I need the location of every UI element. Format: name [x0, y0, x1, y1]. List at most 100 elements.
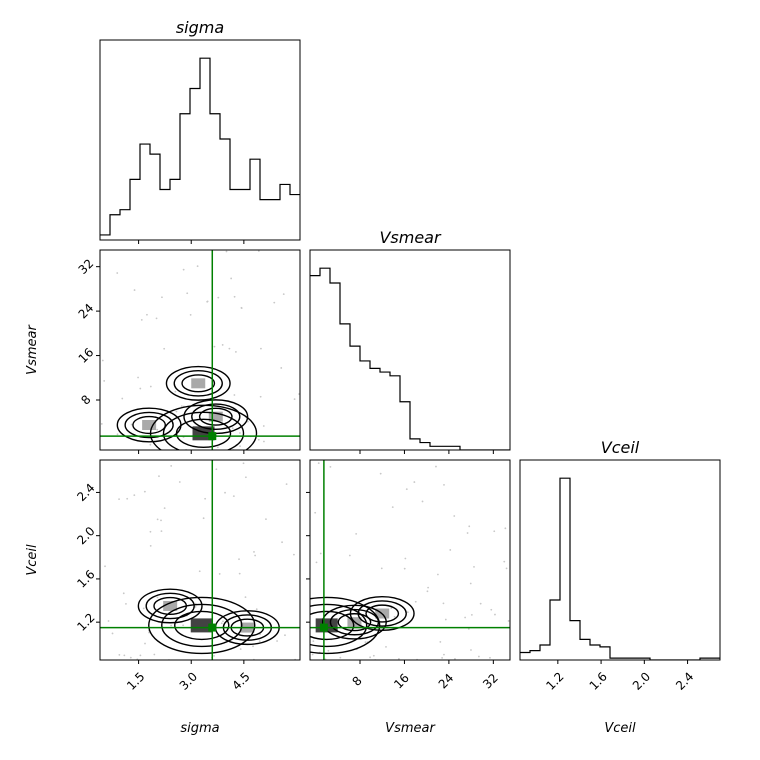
scatter-point: [170, 465, 173, 467]
scatter-point: [282, 293, 285, 295]
contour-line: [165, 365, 231, 401]
panel-frame: [99, 459, 301, 661]
scatter-point: [196, 265, 199, 268]
contour-line: [310, 603, 368, 648]
panel-frame: [99, 39, 301, 241]
panel-Vsmear-Vsmear: [309, 249, 511, 454]
scatter-point: [202, 517, 205, 520]
contour-line: [124, 411, 174, 439]
scatter-point: [101, 359, 104, 362]
scatter-point: [233, 295, 236, 298]
scatter-point: [470, 613, 473, 616]
contour-line: [191, 403, 241, 430]
panel-Vsmear-Vceil: 8 16 24 32: [306, 459, 511, 692]
scatter-point: [139, 654, 142, 657]
panel-frame: [309, 459, 511, 661]
panel-frame: [309, 249, 511, 451]
scatter-point: [443, 653, 445, 656]
scatter-point: [494, 613, 496, 616]
scatter-point: [468, 525, 471, 528]
scatter-point: [215, 468, 218, 471]
scatter-point: [116, 272, 119, 274]
y-tick-label-Vceil: 2.0: [74, 524, 97, 547]
title-Vsmear: Vsmear: [379, 228, 442, 247]
x-tick-label-Vceil: 2.4: [673, 669, 696, 692]
scatter-point: [467, 627, 470, 630]
scatter-point: [139, 387, 142, 390]
density-cell: [191, 378, 206, 389]
scatter-point: [230, 277, 233, 280]
contour-line: [145, 592, 195, 620]
title-Vceil: Vceil: [601, 438, 640, 457]
scatter-point: [327, 649, 330, 652]
scatter-point: [441, 657, 444, 659]
scatter-point: [182, 624, 185, 627]
scatter-point: [505, 567, 508, 570]
x-tick-label-Vsmear: 16: [391, 671, 412, 692]
scatter-point: [206, 300, 209, 303]
density-cell: [142, 420, 157, 430]
scatter-point: [133, 289, 136, 291]
scatter-point: [489, 656, 491, 659]
scatter-point: [232, 495, 235, 498]
scatter-point: [391, 506, 394, 508]
contour-line: [337, 613, 372, 632]
scatter-point: [116, 433, 119, 436]
scatter-point: [329, 465, 332, 468]
scatter-point: [217, 296, 220, 299]
scatter-point: [144, 642, 146, 645]
scatter-point: [284, 634, 286, 637]
scatter-point: [259, 395, 262, 398]
scatter-point: [231, 427, 234, 430]
scatter-point: [233, 394, 236, 396]
scatter-point: [238, 572, 241, 575]
y-axis-label-Vceil: Vceil: [25, 544, 40, 576]
scatter-point: [413, 481, 416, 483]
panel-sigma-Vceil: 1.5 3.0 4.5 1.2 1.6 2.0 2.4: [74, 459, 301, 693]
scatter-point: [454, 657, 456, 660]
title-sigma: sigma: [176, 18, 224, 37]
x-tick-label-sigma: 1.5: [124, 669, 147, 692]
scatter-point: [121, 397, 124, 400]
x-tick-label-Vceil: 1.6: [587, 669, 610, 692]
scatter-point: [355, 532, 358, 535]
scatter-point: [246, 420, 249, 423]
scatter-point: [180, 405, 183, 408]
scatter-point: [224, 491, 226, 494]
contour-line: [137, 588, 203, 624]
contour-line: [153, 596, 188, 616]
scatter-point: [253, 551, 255, 553]
x-axis-label-Vsmear: Vsmear: [385, 721, 436, 736]
x-tick-label-Vsmear: 8: [350, 674, 365, 689]
scatter-point: [257, 438, 260, 441]
scatter-point: [160, 519, 162, 522]
scatter-point: [273, 301, 276, 304]
scatter-point: [319, 552, 322, 555]
scatter-point: [348, 554, 351, 557]
scatter-point: [220, 622, 223, 625]
scatter-point: [238, 558, 240, 561]
contour-line: [198, 407, 233, 426]
density-cell: [163, 600, 178, 611]
scatter-point: [118, 653, 121, 656]
scatter-point: [285, 483, 288, 486]
scatter-point: [216, 446, 219, 449]
scatter-point: [153, 653, 156, 656]
x-tick-label-Vsmear: 32: [480, 671, 501, 692]
scatter-point: [130, 423, 133, 426]
scatter-point: [258, 640, 261, 643]
y-tick-label-Vsmear: 8: [78, 392, 93, 407]
scatter-point: [104, 565, 106, 568]
scatter-point: [100, 423, 103, 425]
y-tick-label-Vceil: 2.4: [74, 481, 97, 504]
scatter-point: [479, 602, 482, 605]
scatter-point: [156, 518, 159, 521]
scatter-point: [404, 557, 407, 560]
scatter-point: [470, 649, 472, 651]
scatter-point: [312, 640, 315, 643]
contour-line: [162, 411, 245, 450]
x-tick-label-Vceil: 2.0: [630, 669, 653, 692]
scatter-point: [140, 318, 143, 321]
scatter-point: [442, 602, 445, 605]
contour-line: [310, 610, 355, 641]
